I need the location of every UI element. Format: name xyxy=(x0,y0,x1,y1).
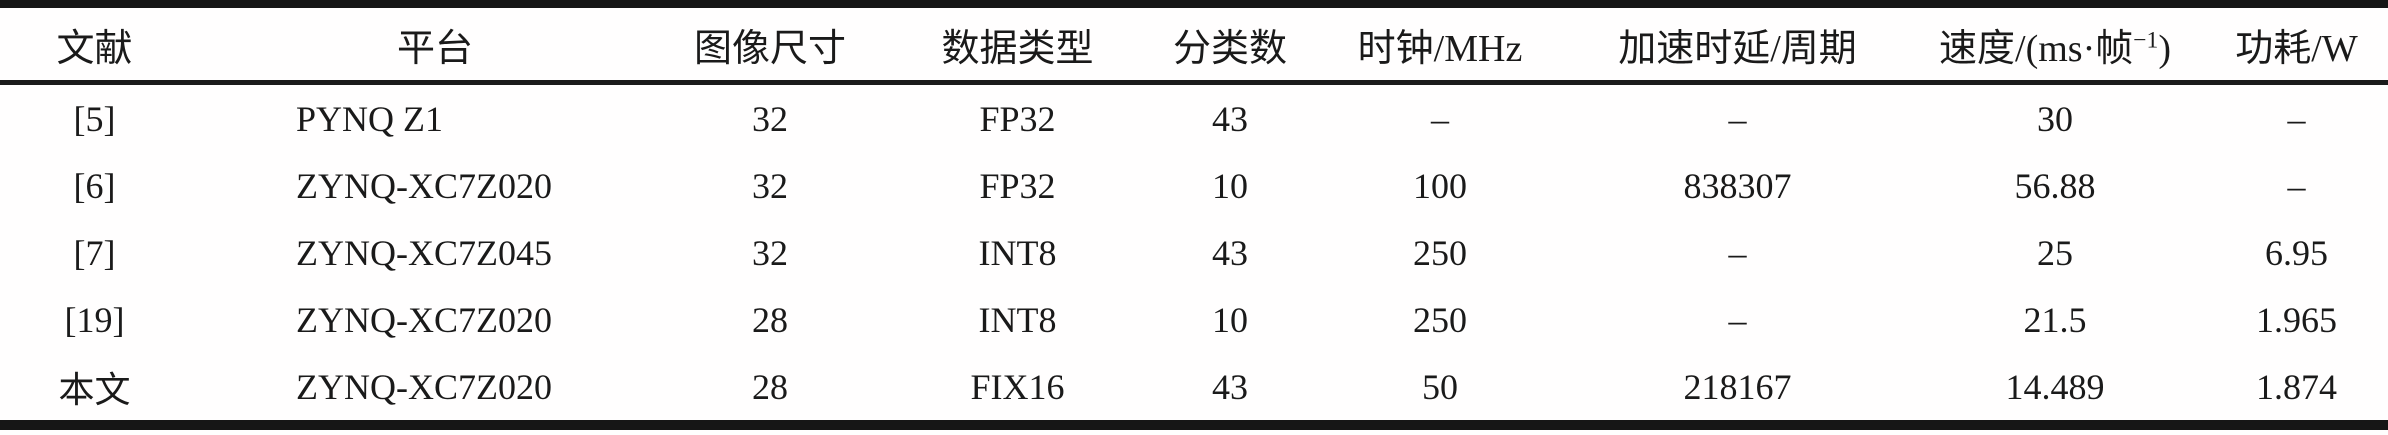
cell-platform: PYNQ Z1 xyxy=(296,98,444,139)
cell-power_w: 6.95 xyxy=(2265,232,2328,273)
table-body: [5] PYNQ Z1 32 FP32 43 – – 30 – [6] ZYNQ-XC7Z020 32… xyxy=(0,83,2388,426)
col-header-power: 功耗/W xyxy=(2205,4,2388,85)
cell-data_type: FP32 xyxy=(979,165,1056,206)
cell-latency_cycles: – xyxy=(1728,232,1747,273)
cell-clock_mhz: 100 xyxy=(1413,165,1467,206)
cell-reference: [5] xyxy=(73,98,116,139)
header-row: 文献 平台 图像尺寸 数据类型 分类数 时钟/MHz 加速时延/周期 速度/(m… xyxy=(0,4,2388,85)
cell-data_type: INT8 xyxy=(978,299,1057,340)
cell-data_type: INT8 xyxy=(978,232,1057,273)
cell-image_size: 32 xyxy=(752,232,788,273)
col-header-image-size: 图像尺寸 xyxy=(655,4,885,85)
cell-data_type: FIX16 xyxy=(970,366,1065,407)
cell-platform: ZYNQ-XC7Z020 xyxy=(296,165,552,206)
cell-class_count: 10 xyxy=(1212,299,1248,340)
cell-platform: ZYNQ-XC7Z045 xyxy=(296,232,552,273)
col-header-platform: 平台 xyxy=(215,4,655,85)
speed-header-text: 速度/(ms·帧 xyxy=(1939,27,2134,70)
cell-class_count: 43 xyxy=(1212,366,1248,407)
cell-reference: 本文 xyxy=(58,369,131,410)
speed-header-close-paren: ) xyxy=(2158,27,2171,70)
cell-image_size: 32 xyxy=(752,165,788,206)
cell-clock_mhz: 250 xyxy=(1413,232,1467,273)
cell-platform: ZYNQ-XC7Z020 xyxy=(296,299,552,340)
cell-clock_mhz: – xyxy=(1431,98,1449,139)
cell-image_size: 32 xyxy=(752,98,788,139)
cell-image_size: 28 xyxy=(752,299,788,340)
cell-speed: 25 xyxy=(2037,232,2073,273)
cell-power_w: 1.874 xyxy=(2256,366,2337,407)
cell-data_type: FP32 xyxy=(979,98,1056,139)
cell-clock_mhz: 250 xyxy=(1413,299,1467,340)
cell-image_size: 28 xyxy=(752,366,788,407)
cell-speed: 21.5 xyxy=(2023,299,2087,340)
table-row: [6] ZYNQ-XC7Z020 32 FP32 10 100 838307 56.88 – xyxy=(0,152,2388,219)
cell-speed: 56.88 xyxy=(2014,165,2096,206)
cell-platform: ZYNQ-XC7Z020 xyxy=(296,366,552,407)
col-header-class-count: 分类数 xyxy=(1150,4,1310,85)
cell-class_count: 43 xyxy=(1212,98,1248,139)
cell-reference: [19] xyxy=(64,299,125,340)
cell-speed: 30 xyxy=(2037,98,2073,139)
cell-latency_cycles: – xyxy=(1728,98,1747,139)
table-row: 本文 ZYNQ-XC7Z020 28 FIX16 43 50 218167 14.489 1.8… xyxy=(0,353,2388,425)
table-row: [19] ZYNQ-XC7Z020 28 INT8 10 250 – 21.5 1.965 xyxy=(0,286,2388,353)
cell-power_w: – xyxy=(2287,98,2306,139)
cell-class_count: 10 xyxy=(1212,165,1248,206)
cell-latency_cycles: – xyxy=(1728,299,1747,340)
cell-power_w: 1.965 xyxy=(2256,299,2337,340)
table-row: [7] ZYNQ-XC7Z045 32 INT8 43 250 – 25 6.95 xyxy=(0,219,2388,286)
cell-reference: [7] xyxy=(73,232,116,273)
cell-latency_cycles: 218167 xyxy=(1683,366,1792,407)
speed-header-superscript: −1 xyxy=(2133,26,2159,53)
table-row: [5] PYNQ Z1 32 FP32 43 – – 30 – xyxy=(0,83,2388,153)
cell-speed: 14.489 xyxy=(2005,366,2105,407)
cell-reference: [6] xyxy=(73,165,116,206)
col-header-latency: 加速时延/周期 xyxy=(1570,4,1905,85)
table-header: 文献 平台 图像尺寸 数据类型 分类数 时钟/MHz 加速时延/周期 速度/(m… xyxy=(0,4,2388,85)
cell-class_count: 43 xyxy=(1212,232,1248,273)
col-header-clock: 时钟/MHz xyxy=(1310,4,1570,85)
col-header-speed: 速度/(ms·帧−1) xyxy=(1905,4,2205,85)
col-header-data-type: 数据类型 xyxy=(885,4,1150,85)
cell-clock_mhz: 50 xyxy=(1422,366,1458,407)
cell-power_w: – xyxy=(2287,165,2306,206)
cell-latency_cycles: 838307 xyxy=(1683,165,1792,206)
col-header-reference: 文献 xyxy=(0,4,215,85)
